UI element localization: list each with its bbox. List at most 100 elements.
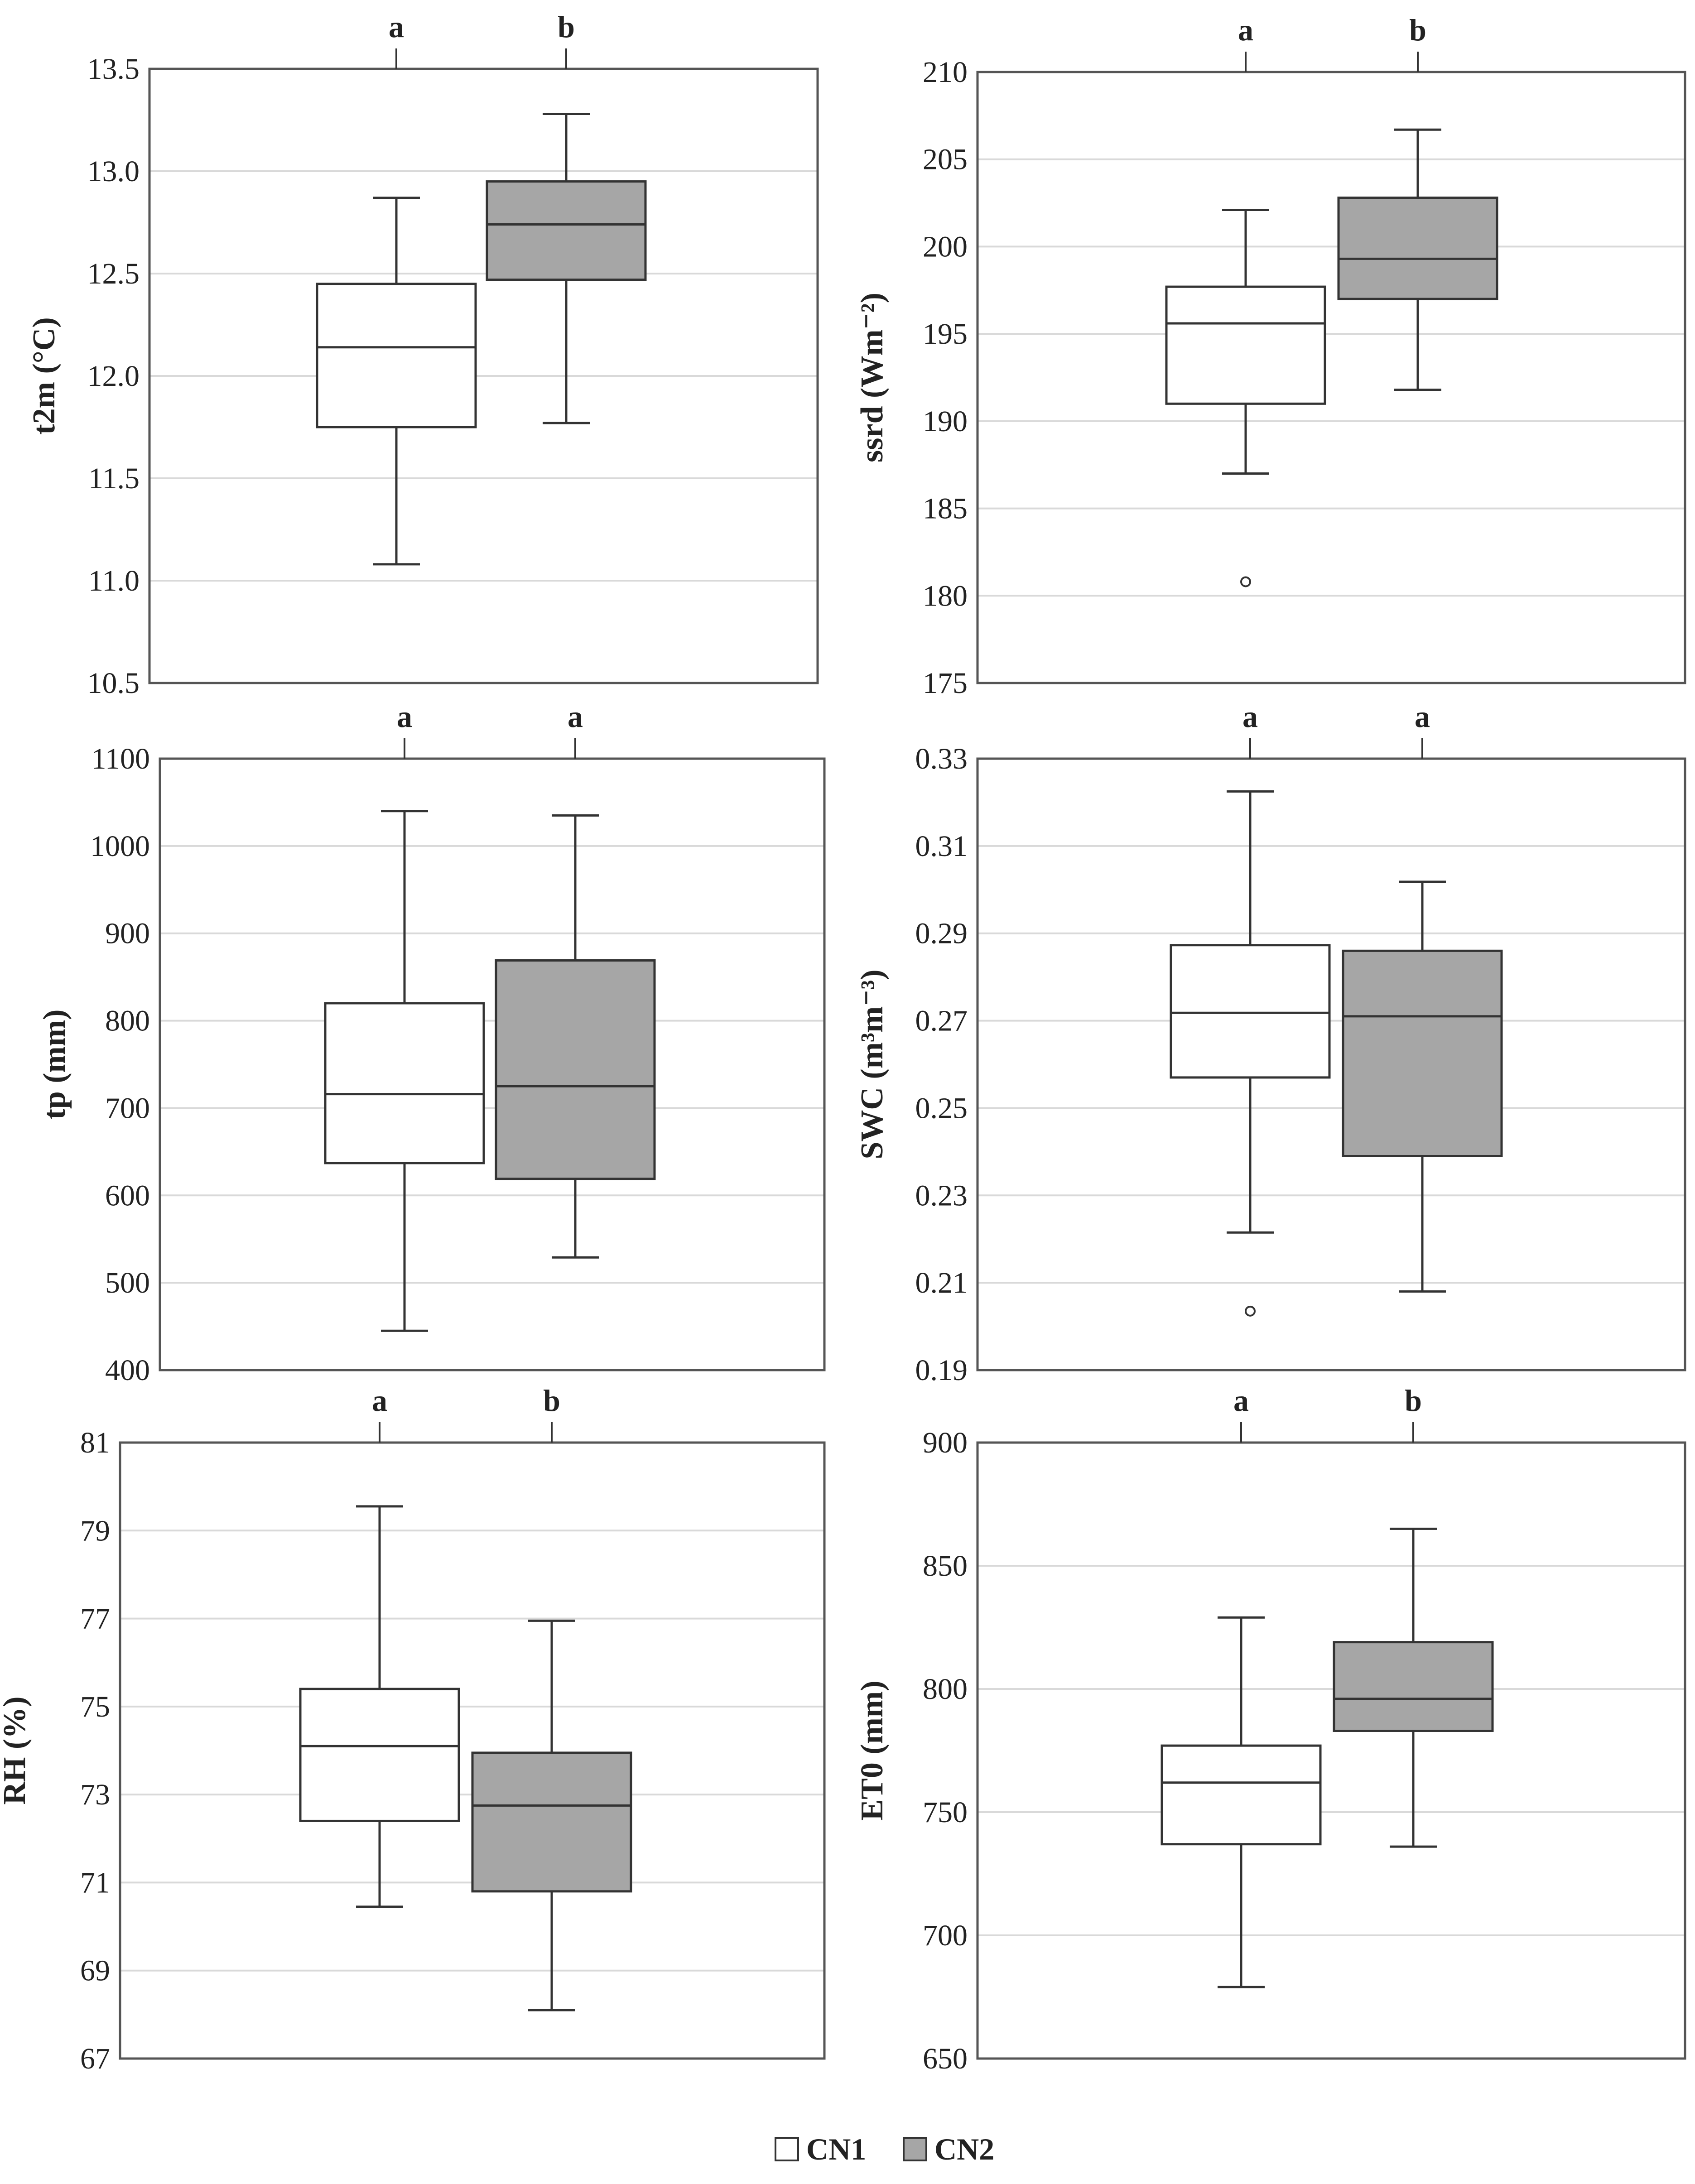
plot-frame bbox=[159, 757, 826, 1371]
y-tick-label: 0.27 bbox=[915, 1005, 968, 1038]
y-tick-label: 190 bbox=[923, 405, 968, 438]
group-letter: b bbox=[558, 10, 575, 44]
group-letter: a bbox=[1415, 699, 1430, 734]
y-tick-label: 195 bbox=[923, 317, 968, 351]
y-tick-label: 900 bbox=[923, 1426, 968, 1459]
plot-frame bbox=[148, 67, 819, 684]
panel-6: 650 700 750 800 850 900 ET0 (mm) a b bbox=[855, 1383, 1686, 2075]
y-tick-label: 13.5 bbox=[87, 53, 140, 86]
iqr-box bbox=[471, 1751, 632, 1893]
y-axis-label: SWC (m³m⁻³) bbox=[855, 969, 890, 1159]
y-tick-label: 69 bbox=[80, 1954, 110, 1987]
iqr-box bbox=[1333, 1641, 1494, 1732]
outlier-point bbox=[1245, 1305, 1256, 1317]
iqr-box bbox=[1165, 285, 1326, 405]
box-cn1: a bbox=[316, 10, 477, 566]
box-cn1: a bbox=[299, 1383, 460, 1908]
panel-1: 10.5 11.0 11.5 12.0 12.5 13.0 13.5 t2m (°C) a b bbox=[27, 10, 819, 700]
y-tick-label: 210 bbox=[923, 56, 968, 89]
y-tick-label: 10.5 bbox=[87, 667, 140, 700]
box-cn2: a bbox=[495, 699, 656, 1259]
y-tick-label: 200 bbox=[923, 230, 968, 263]
box-cn1: a bbox=[1165, 13, 1326, 587]
y-axis-label: ssrd (Wm⁻²) bbox=[855, 293, 890, 462]
plot-frame bbox=[976, 1441, 1686, 2060]
y-tick-label: 73 bbox=[80, 1778, 110, 1811]
y-axis-label: RH (%) bbox=[0, 1696, 32, 1804]
box-cn1: a bbox=[1170, 699, 1331, 1317]
y-tick-label: 75 bbox=[80, 1690, 110, 1723]
group-letter: a bbox=[1242, 699, 1258, 734]
iqr-box bbox=[1160, 1744, 1322, 1846]
y-tick-label: 700 bbox=[923, 1919, 968, 1952]
iqr-box bbox=[495, 959, 656, 1180]
y-tick-label: 11.0 bbox=[88, 564, 140, 597]
y-tick-label: 850 bbox=[923, 1549, 968, 1583]
box-cn1: a bbox=[324, 699, 485, 1332]
box-cn2: b bbox=[471, 1383, 632, 2011]
group-letter: b bbox=[1409, 13, 1426, 47]
iqr-box bbox=[324, 1002, 485, 1164]
y-tick-label: 180 bbox=[923, 579, 968, 612]
box-cn1: a bbox=[1160, 1383, 1322, 1988]
box-cn2: a bbox=[1342, 699, 1503, 1293]
y-tick-label: 81 bbox=[80, 1426, 110, 1459]
y-tick-label: 400 bbox=[105, 1354, 150, 1387]
y-tick-label: 700 bbox=[105, 1092, 150, 1125]
y-tick-label: 0.25 bbox=[915, 1092, 968, 1125]
y-tick-label: 185 bbox=[923, 492, 968, 525]
y-tick-label: 77 bbox=[80, 1602, 110, 1636]
y-tick-label: 0.23 bbox=[915, 1179, 968, 1212]
y-tick-label: 750 bbox=[923, 1796, 968, 1829]
iqr-box bbox=[486, 180, 647, 281]
y-tick-label: 12.5 bbox=[87, 257, 140, 290]
group-letter: a bbox=[1238, 13, 1253, 47]
group-letter: b bbox=[543, 1383, 560, 1418]
plot-frame bbox=[976, 757, 1686, 1371]
legend-label-cn2: CN2 bbox=[934, 2132, 994, 2166]
iqr-box bbox=[1170, 944, 1331, 1079]
outlier-point bbox=[1240, 576, 1251, 587]
iqr-box bbox=[316, 283, 477, 428]
y-tick-label: 67 bbox=[80, 2042, 110, 2075]
legend-swatch-cn1 bbox=[775, 2137, 799, 2161]
y-tick-label: 500 bbox=[105, 1266, 150, 1299]
legend: CN1 CN2 bbox=[775, 2132, 994, 2166]
group-letter: a bbox=[389, 10, 404, 44]
group-letter: a bbox=[372, 1383, 387, 1418]
plot-frame bbox=[119, 1441, 826, 2060]
plot-frame bbox=[976, 71, 1686, 684]
y-tick-label: 800 bbox=[923, 1673, 968, 1706]
panel-2: 175 180 185 190 195 200 205 210 ssrd (Wm⁻²) a b bbox=[855, 13, 1686, 700]
y-tick-label: 0.31 bbox=[915, 830, 968, 863]
y-tick-label: 0.33 bbox=[915, 742, 968, 775]
iqr-box bbox=[1337, 197, 1498, 300]
y-tick-label: 800 bbox=[105, 1005, 150, 1038]
iqr-box bbox=[299, 1688, 460, 1822]
box-cn2: b bbox=[1337, 13, 1498, 391]
panel-4: 0.19 0.21 0.23 0.25 0.27 0.29 0.31 0.33 SWC (m³m… bbox=[855, 699, 1686, 1387]
y-tick-label: 650 bbox=[923, 2042, 968, 2075]
y-tick-label: 11.5 bbox=[88, 462, 140, 495]
iqr-box bbox=[1342, 949, 1503, 1157]
y-tick-label: 71 bbox=[80, 1866, 110, 1899]
y-tick-label: 0.19 bbox=[915, 1354, 968, 1387]
panel-3: 400 500 600 700 800 900 1000 1100 tp (mm) a a bbox=[37, 699, 826, 1387]
y-tick-label: 13.0 bbox=[87, 155, 140, 188]
y-tick-label: 175 bbox=[923, 667, 968, 700]
y-tick-label: 600 bbox=[105, 1179, 150, 1212]
group-letter: a bbox=[568, 699, 583, 734]
group-letter: a bbox=[397, 699, 412, 734]
legend-label-cn1: CN1 bbox=[806, 2132, 866, 2166]
y-axis-label: tp (mm) bbox=[37, 1010, 72, 1120]
y-tick-label: 0.21 bbox=[915, 1266, 968, 1299]
y-tick-label: 0.29 bbox=[915, 917, 968, 950]
box-cn2: b bbox=[486, 10, 647, 424]
y-axis-label: ET0 (mm) bbox=[855, 1680, 890, 1820]
y-axis-label: t2m (°C) bbox=[27, 317, 62, 434]
group-letter: b bbox=[1405, 1383, 1422, 1418]
y-tick-label: 12.0 bbox=[87, 360, 140, 393]
y-tick-label: 79 bbox=[80, 1514, 110, 1547]
y-tick-label: 205 bbox=[923, 143, 968, 176]
